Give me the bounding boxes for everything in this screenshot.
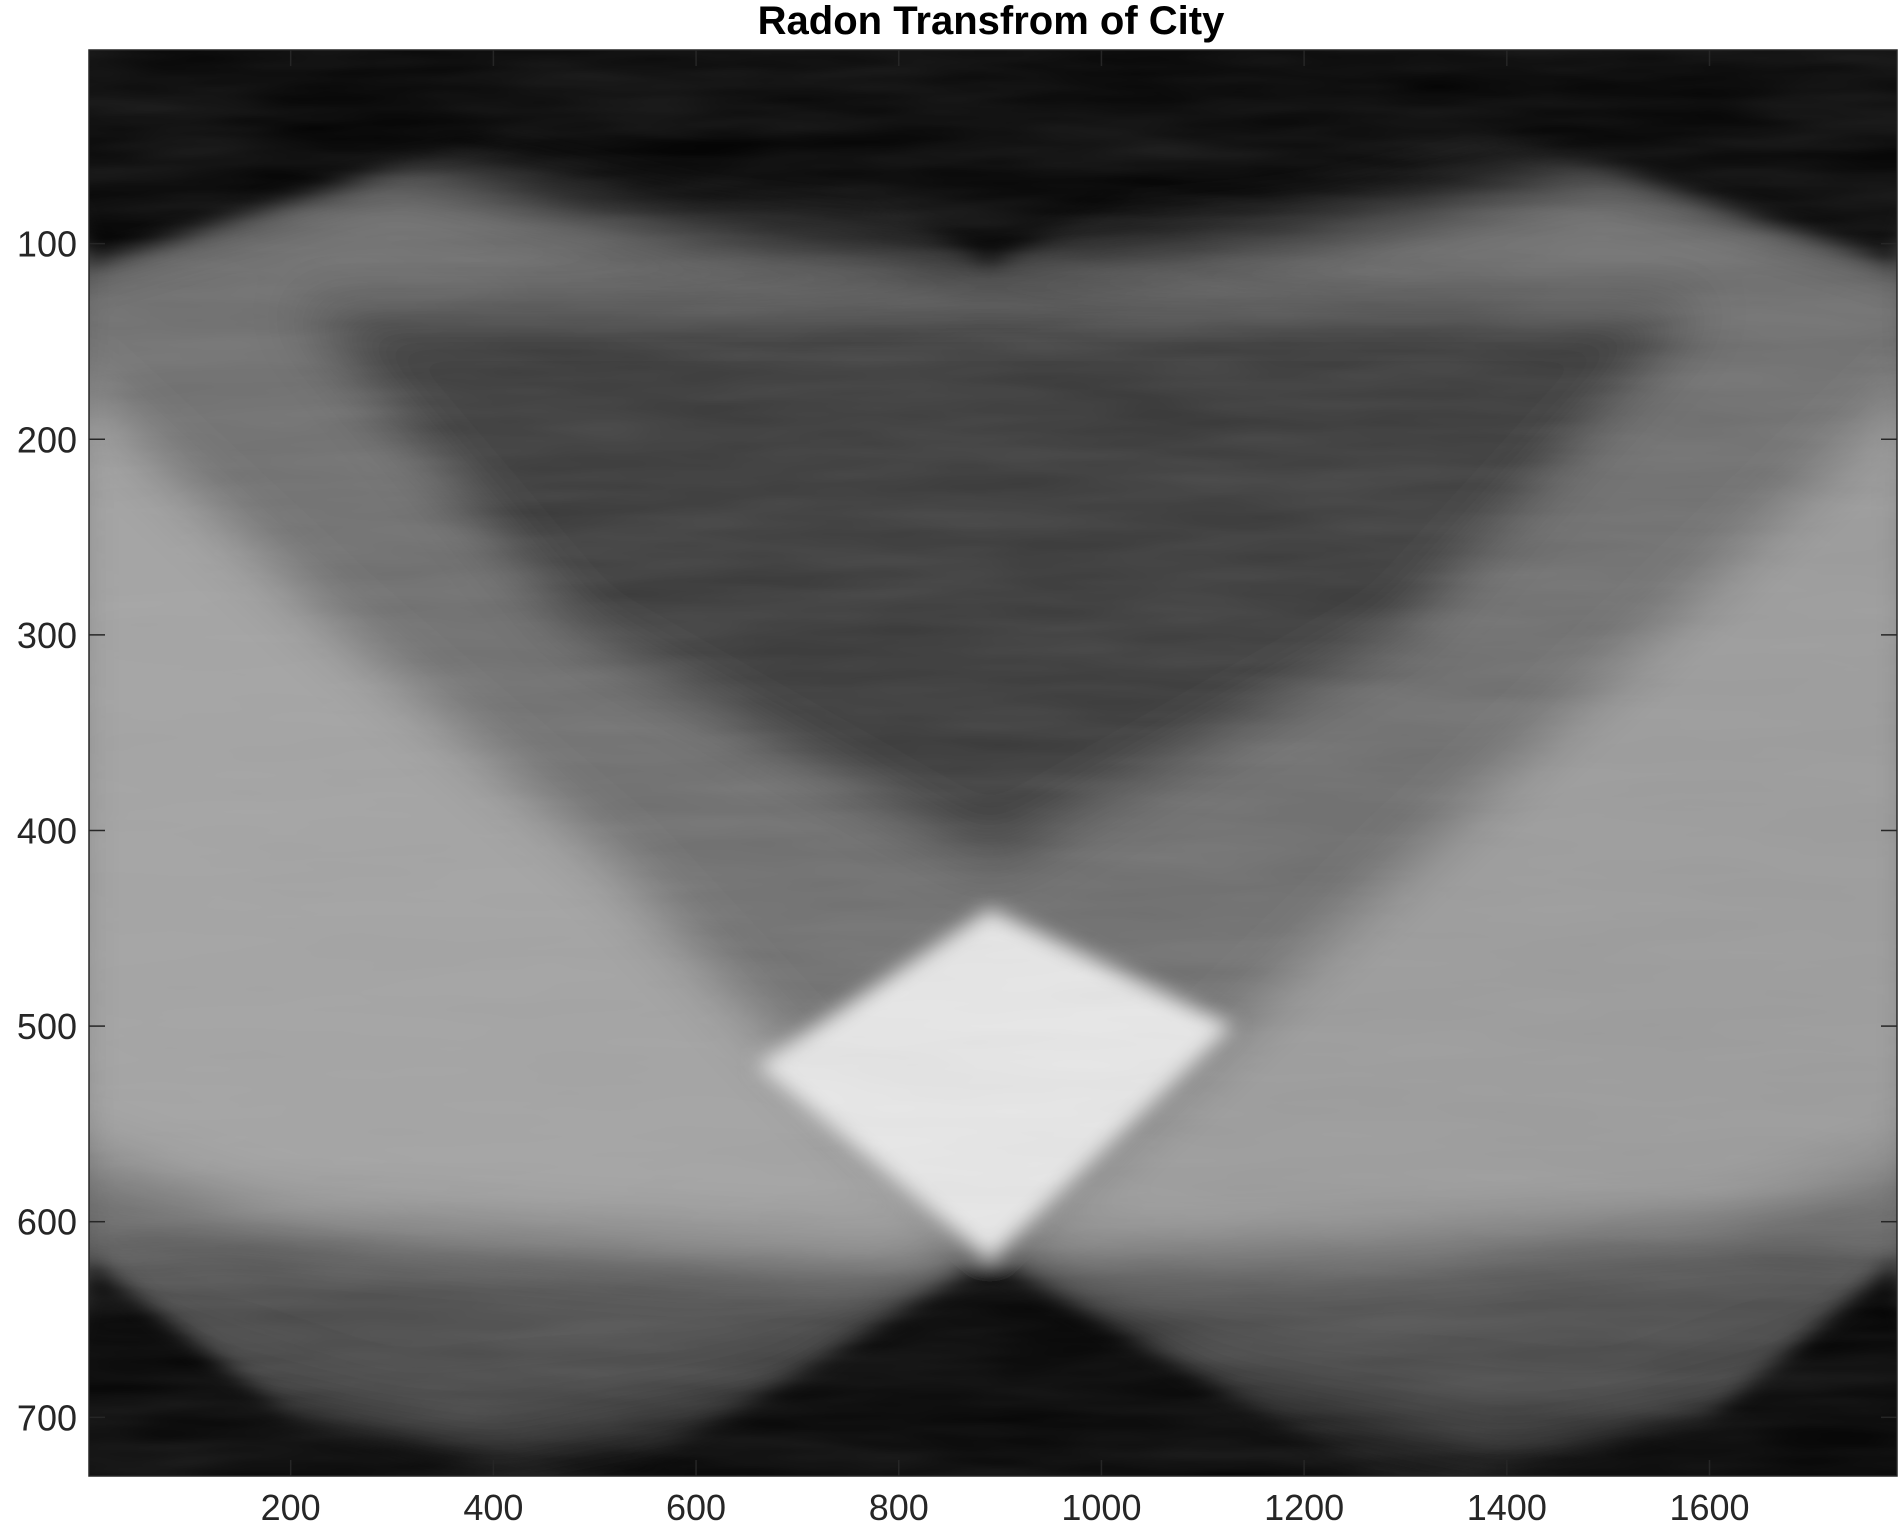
x-tick-label: 1200 — [1264, 1487, 1344, 1528]
y-tick-label: 400 — [17, 810, 77, 851]
x-tick-label: 1600 — [1669, 1487, 1749, 1528]
y-tick-label: 200 — [17, 419, 77, 460]
x-tick-label: 600 — [666, 1487, 726, 1528]
y-tick-label: 700 — [17, 1397, 77, 1438]
x-tick-label: 1000 — [1061, 1487, 1141, 1528]
x-tick-label: 200 — [261, 1487, 321, 1528]
y-tick-label: 100 — [17, 224, 77, 265]
heatmap-texture — [89, 50, 1897, 1476]
y-tick-label: 600 — [17, 1202, 77, 1243]
y-tick-label: 500 — [17, 1006, 77, 1047]
x-tick-label: 400 — [463, 1487, 523, 1528]
x-tick-label: 800 — [869, 1487, 929, 1528]
y-tick-label: 300 — [17, 615, 77, 656]
x-axis: 200 400 600 800 1000 1200 1400 1600 — [261, 50, 1750, 1528]
chart-title: Radon Transfrom of City — [758, 0, 1225, 43]
axes-box — [88, 49, 1898, 1477]
y-axis: 100 200 300 400 500 600 700 — [17, 224, 1897, 1438]
plot-area — [89, 50, 1897, 1476]
x-tick-label: 1400 — [1467, 1487, 1547, 1528]
